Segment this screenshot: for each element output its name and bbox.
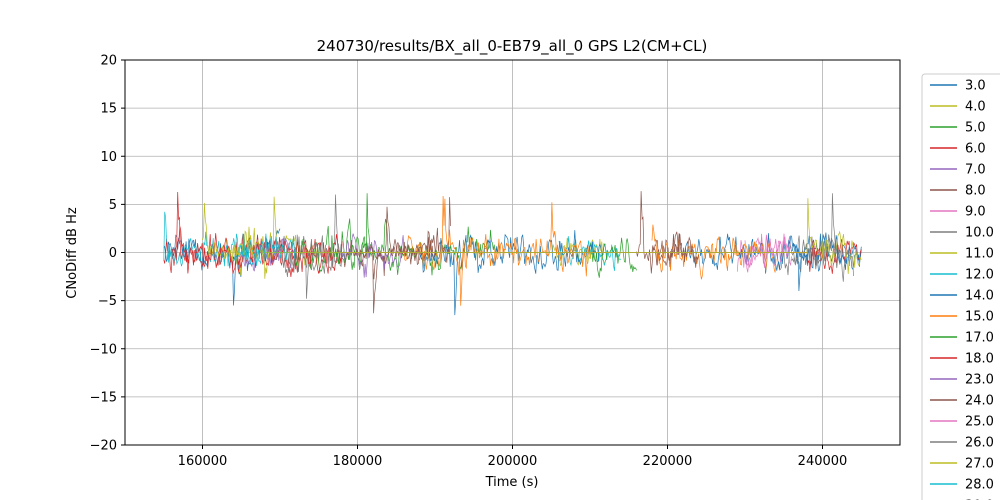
legend-label-28.0: 28.0 [965,478,994,493]
series-11.0-segment-0 [551,237,606,267]
y-tick-label-1: −15 [90,390,117,405]
series-23.0-segment-0 [341,233,405,278]
x-tick-label-1: 180000 [333,454,383,469]
y-tick-label-8: 20 [100,54,117,69]
legend-label-30.0: 30.0 [965,499,994,500]
series-27.0-segment-0 [202,202,265,263]
y-tick-label-5: 5 [109,198,117,213]
series-layer [163,191,862,316]
x-tick-label-0: 160000 [178,454,228,469]
series-11.0 [551,237,606,267]
legend-label-25.0: 25.0 [965,415,994,430]
legend-label-27.0: 27.0 [965,457,994,472]
chart-title: 240730/results/BX_all_0-EB79_all_0 GPS L… [317,37,708,56]
series-26.0-segment-0 [279,238,343,278]
series-8.0-segment-0 [372,197,451,280]
series-27.0 [202,198,862,275]
legend-label-10.0: 10.0 [965,226,994,241]
legend-label-9.0: 9.0 [965,205,986,220]
legend-label-23.0: 23.0 [965,373,994,388]
series-23.0 [341,233,405,278]
legend-box [921,73,1000,500]
x-axis: 160000 180000 200000 220000 240000 [178,445,848,469]
y-tick-label-2: −10 [90,342,117,357]
legend-label-15.0: 15.0 [965,310,994,325]
x-axis-label: Time (s) [485,475,539,490]
y-tick-label-3: −5 [98,294,117,309]
series-12.0-segment-1 [558,236,622,271]
x-tick-label-2: 200000 [488,454,538,469]
legend-entries: 3.0 4.0 5.0 6.0 7.0 8.0 9.0 10.0 11.0 12.0 14.0 15.… [930,79,994,500]
x-tick-label-3: 220000 [643,454,693,469]
series-7.0 [240,236,296,272]
series-7.0-segment-0 [240,236,296,272]
legend-label-26.0: 26.0 [965,436,994,451]
series-24.0-segment-1 [636,191,699,274]
series-25.0-segment-0 [744,234,792,273]
series-15.0-segment-0 [403,195,591,306]
legend-label-11.0: 11.0 [965,247,994,262]
legend-label-7.0: 7.0 [965,163,986,178]
legend-label-8.0: 8.0 [965,184,986,199]
x-tick-label-4: 240000 [798,454,848,469]
legend-label-4.0: 4.0 [965,100,986,115]
legend-label-6.0: 6.0 [965,142,986,157]
legend-label-24.0: 24.0 [965,394,994,409]
legend-label-5.0: 5.0 [965,121,986,136]
y-axis-label: CNoDiff dB Hz [65,207,80,299]
y-tick-label-7: 15 [100,102,117,117]
legend-label-18.0: 18.0 [965,352,994,367]
legend: 3.0 4.0 5.0 6.0 7.0 8.0 9.0 10.0 11.0 12.0 14.0 15.… [921,73,1000,500]
series-28.0-segment-0 [233,233,296,266]
series-28.0 [233,233,296,266]
y-tick-label-6: 10 [100,150,117,165]
series-14.0-segment-0 [419,230,606,316]
y-axis: −20 −15 −10 −5 0 5 10 15 20 [90,54,125,454]
legend-label-3.0: 3.0 [965,79,986,94]
series-27.0-segment-1 [806,198,862,275]
series-25.0 [744,234,792,273]
y-tick-label-0: −20 [90,439,117,454]
series-18.0-segment-1 [806,239,862,274]
series-24.0-segment-0 [341,236,436,314]
y-tick-label-4: 0 [109,246,117,261]
legend-label-14.0: 14.0 [965,289,994,304]
legend-label-12.0: 12.0 [965,268,994,283]
legend-label-17.0: 17.0 [965,331,994,346]
